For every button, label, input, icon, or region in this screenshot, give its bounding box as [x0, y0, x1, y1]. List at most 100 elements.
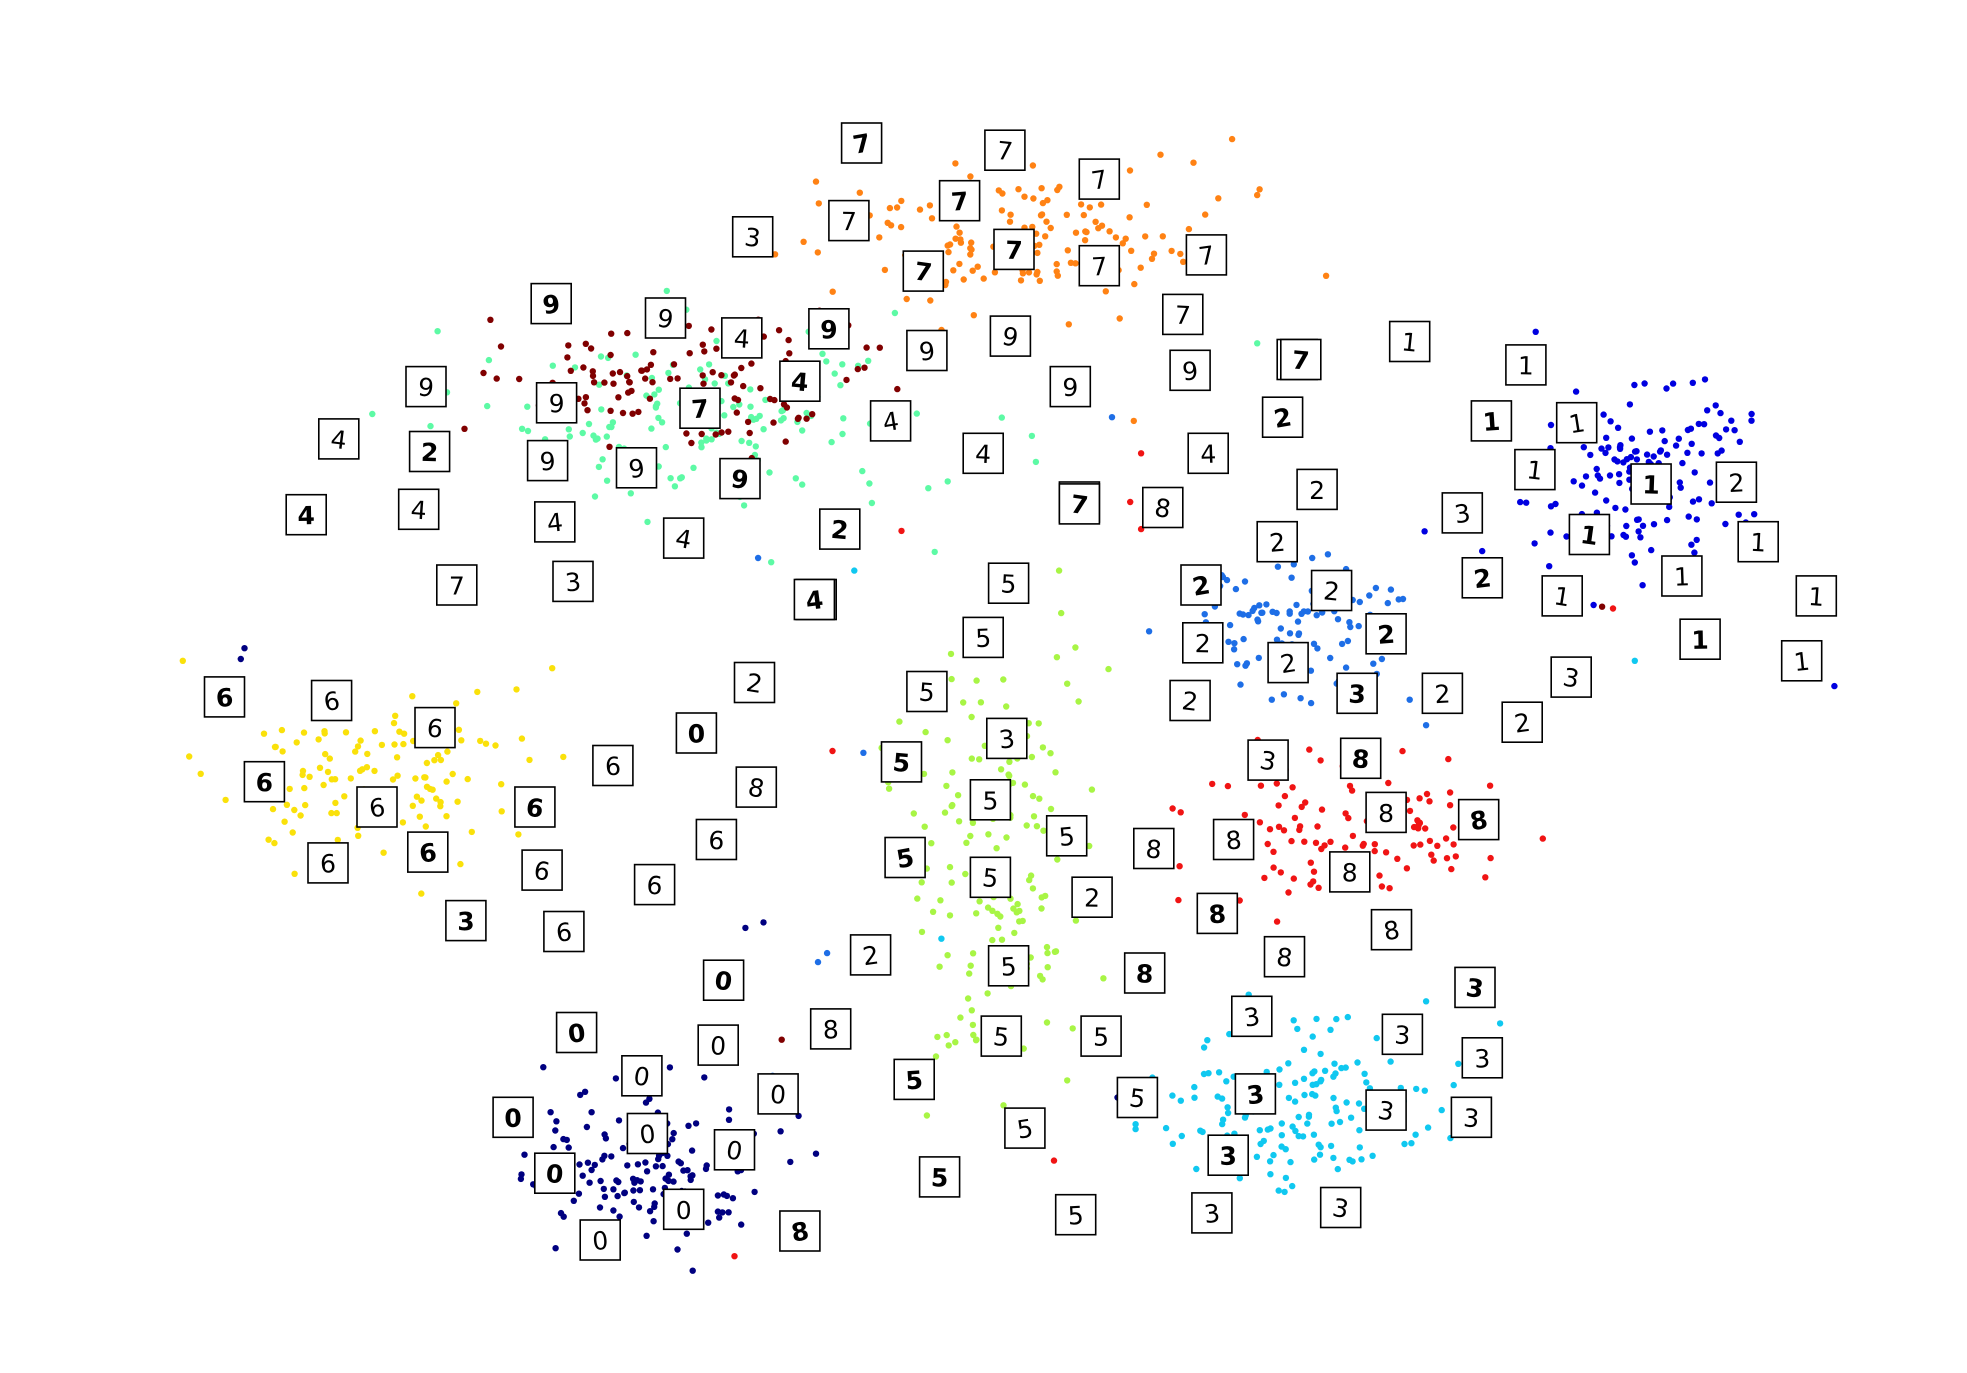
- scatter-point-digit-2: [1258, 609, 1265, 616]
- thumbnail-digit-label: 3: [564, 567, 582, 597]
- scatter-point-digit-7: [800, 238, 807, 245]
- scatter-point-digit-0: [714, 1192, 722, 1199]
- scatter-point-digit-7: [1034, 249, 1041, 257]
- scatter-point-digit-3: [1256, 1127, 1264, 1134]
- scatter-point-digit-9: [647, 361, 655, 368]
- scatter-point-digit-9: [771, 396, 778, 404]
- scatter-point-digit-7: [974, 263, 981, 270]
- scatter-point-digit-4: [799, 427, 806, 434]
- thumbnail-digit-label: 5: [982, 786, 998, 815]
- scatter-point-digit-0: [614, 1192, 621, 1200]
- scatter-point-digit-0: [729, 1195, 737, 1202]
- scatter-point-digit-1: [1691, 469, 1698, 476]
- scatter-point-digit-7: [967, 173, 974, 180]
- scatter-point-digit-4: [648, 425, 655, 432]
- scatter-point-digit-6: [271, 743, 279, 751]
- scatter-point-digit-5: [929, 908, 937, 915]
- scatter-point-digit-8: [1137, 450, 1145, 457]
- scatter-point-digit-1: [1650, 453, 1657, 460]
- scatter-point-digit-8: [1318, 806, 1326, 813]
- thumbnail-frame: [626, 1112, 669, 1155]
- thumbnail-frame: [1280, 338, 1322, 381]
- scatter-point-digit-9: [646, 395, 654, 402]
- scatter-point-digit-5: [1038, 905, 1045, 912]
- thumbnail-digit-label: 6: [418, 838, 439, 869]
- scatter-point-digit-4: [760, 426, 767, 433]
- scatter-point-digit-3: [1270, 1151, 1277, 1159]
- scatter-point-digit-5: [1058, 609, 1065, 617]
- scatter-point-digit-5: [948, 879, 955, 886]
- scatter-point-digit-0: [725, 1209, 732, 1216]
- scatter-point-digit-5: [896, 718, 903, 725]
- thumbnail-frame: [713, 1129, 756, 1171]
- scatter-point-digit-0: [643, 1232, 650, 1240]
- scatter-point-digit-5: [1072, 917, 1080, 924]
- scatter-point-digit-2: [1251, 604, 1258, 612]
- digit-thumbnail: 2: [849, 934, 892, 976]
- digit-thumbnail: 8: [1123, 952, 1166, 994]
- scatter-point-digit-2: [1310, 640, 1318, 647]
- scatter-point-digit-5: [1043, 943, 1051, 951]
- thumbnail-digit-label: 5: [1128, 1083, 1147, 1114]
- scatter-point-digit-2: [1372, 584, 1380, 592]
- thumbnail-frame: [552, 560, 594, 603]
- scatter-point-digit-8: [1434, 842, 1441, 849]
- scatter-point-digit-5: [949, 769, 956, 776]
- digit-thumbnail: 4: [720, 317, 763, 359]
- scatter-point-digit-0: [616, 1213, 623, 1220]
- scatter-point-digit-0: [584, 1159, 592, 1166]
- scatter-point-digit-6: [186, 753, 193, 760]
- scatter-point-digit-6: [291, 870, 298, 877]
- thumbnail-frame: [779, 360, 821, 403]
- digit-thumbnail: 7: [1058, 483, 1101, 525]
- thumbnail-digit-label: 9: [548, 389, 564, 418]
- scatter-point-digit-2: [1422, 722, 1430, 729]
- digit-thumbnail: 6: [514, 786, 556, 828]
- scatter-point-digit-7: [1256, 186, 1263, 193]
- scatter-point-digit-8: [1430, 857, 1437, 864]
- scatter-point-digit-4: [663, 287, 670, 295]
- scatter-point-digit-0: [613, 1177, 620, 1184]
- thumbnail-digit-label: 0: [545, 1159, 565, 1189]
- thumbnail-digit-label: 5: [1015, 1114, 1035, 1145]
- scatter-point-digit-3: [1330, 1094, 1337, 1102]
- scatter-point-digit-3: [1226, 1030, 1233, 1038]
- scatter-point-digit-9: [607, 407, 614, 414]
- thumbnail-digit-label: 1: [1642, 470, 1660, 500]
- digit-thumbnail: 1: [1470, 400, 1513, 442]
- scatter-point-digit-8: [1288, 837, 1295, 845]
- digit-thumbnail: 3: [445, 899, 487, 942]
- scatter-point-digit-9: [493, 375, 500, 382]
- thumbnail-digit-label: 7: [841, 207, 857, 236]
- scatter-point-digit-1: [1688, 541, 1695, 548]
- thumbnail-frame: [1505, 344, 1547, 386]
- scatter-point-digit-0: [760, 919, 767, 926]
- thumbnail-digit-label: 1: [1749, 528, 1766, 558]
- thumbnail-frame: [1329, 851, 1371, 893]
- digit-thumbnail: 6: [633, 863, 676, 906]
- scatter-point-digit-3: [1424, 1124, 1432, 1131]
- digit-thumbnail: 9: [615, 446, 658, 489]
- scatter-point-digit-6: [278, 726, 286, 734]
- scatter-point-digit-5: [962, 870, 969, 878]
- thumbnail-frame: [675, 712, 718, 754]
- scatter-point-digit-7: [1202, 211, 1209, 218]
- scatter-point-digit-3: [1356, 1144, 1364, 1151]
- scatter-point-digit-4: [780, 415, 787, 422]
- scatter-point-digit-8: [1452, 853, 1460, 860]
- thumbnail-frame: [1715, 461, 1758, 504]
- scatter-point-digit-1: [1614, 458, 1621, 465]
- scatter-point-digit-4: [597, 353, 605, 360]
- scatter-point-digit-0: [635, 1204, 643, 1211]
- digit-thumbnail: 9: [405, 365, 447, 408]
- digit-thumbnail: 1: [1630, 463, 1672, 505]
- scatter-point-digit-1: [1679, 459, 1686, 467]
- scatter-point-digit-4: [434, 328, 441, 335]
- scatter-point-digit-9: [782, 438, 789, 445]
- scatter-point-digit-0: [692, 1120, 700, 1127]
- scatter-point-digit-3: [1287, 1158, 1294, 1166]
- thumbnail-frame: [521, 849, 563, 891]
- scatter-point-digit-7: [969, 267, 976, 274]
- scatter-point-digit-7: [1119, 240, 1127, 247]
- scatter-point-digit-7: [967, 251, 974, 258]
